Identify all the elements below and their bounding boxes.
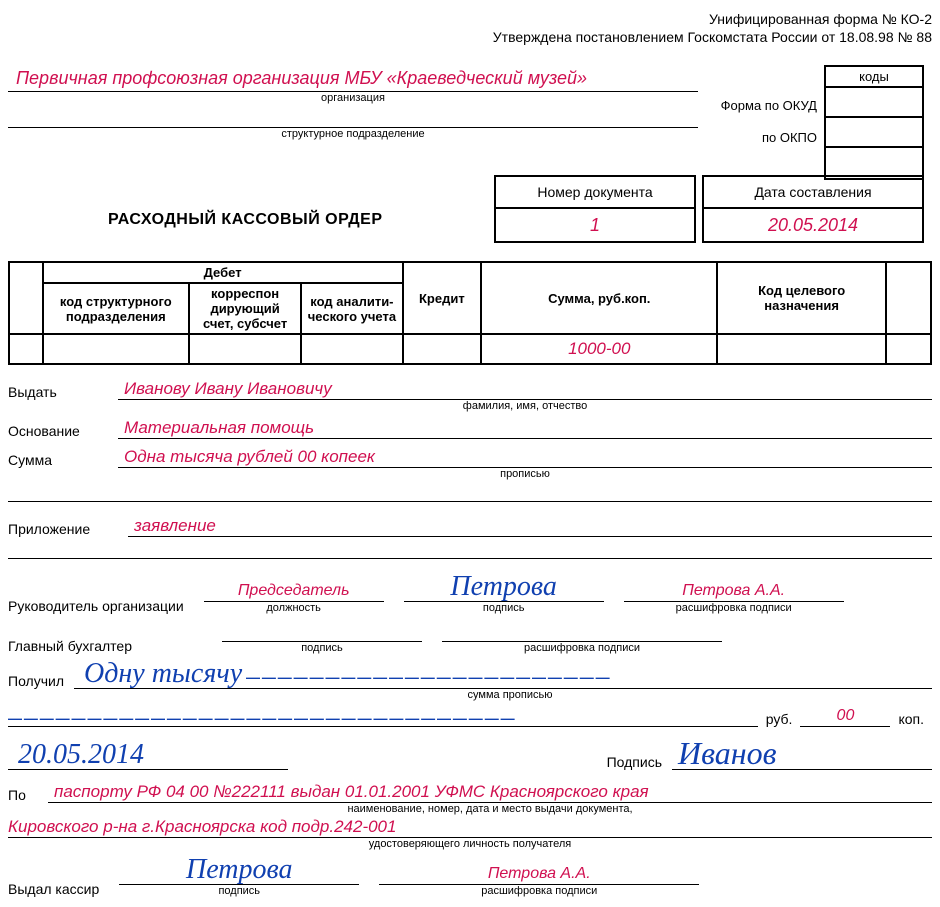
acc-sign-caption: подпись	[222, 642, 422, 654]
head-decr-caption: расшифровка подписи	[624, 602, 844, 614]
cell-purpose	[717, 334, 886, 364]
recv-label: Получил	[8, 673, 64, 689]
form-line1: Унифицированная форма № КО-2	[8, 10, 932, 28]
col-blank	[9, 262, 43, 334]
codes-box: коды	[824, 65, 924, 180]
okud-label: Форма по ОКУД	[721, 98, 817, 113]
doc-date-table: Дата составления 20.05.2014	[702, 175, 924, 243]
kop-value: 00	[837, 707, 855, 726]
recv-caption: сумма прописью	[88, 689, 932, 701]
issue-caption: фамилия, имя, отчество	[118, 400, 932, 412]
org-caption: организация	[8, 92, 698, 104]
org-name: Первичная профсоюзная организация МБУ «К…	[8, 68, 698, 92]
attach-label: Приложение	[8, 521, 118, 537]
cell-struct	[43, 334, 189, 364]
okpo-label: по ОКПО	[762, 130, 817, 145]
issue-value: Иванову Ивану Ивановичу	[118, 379, 332, 399]
head-position-caption: должность	[204, 602, 384, 614]
basis-value: Материальная помощь	[118, 418, 314, 438]
by-label: По	[8, 787, 38, 803]
sum-value: Одна тысяча рублей 00 копеек	[118, 447, 375, 467]
recv-value: Одну тысячу	[74, 658, 242, 689]
issue-label: Выдать	[8, 384, 108, 400]
col-struct: код структурного подразделения	[43, 283, 189, 334]
cell-blank	[9, 334, 43, 364]
cell-sum: 1000-00	[481, 334, 717, 364]
okud-cell	[826, 88, 922, 118]
head-sign-caption: подпись	[404, 602, 604, 614]
num-header: Номер документа	[495, 176, 695, 208]
head-label: Руководитель организации	[8, 598, 184, 614]
kop-label: коп.	[890, 711, 932, 727]
cashier-label: Выдал кассир	[8, 881, 99, 897]
col-anal: код аналити- ческого учета	[301, 283, 402, 334]
doc-number: 1	[495, 208, 695, 242]
by-value1: паспорту РФ 04 00 №222111 выдан 01.01.20…	[48, 782, 649, 802]
head-decr: Петрова А.А.	[682, 582, 785, 601]
rub-label: руб.	[758, 711, 801, 727]
head-sign: Петрова	[450, 571, 556, 602]
cell-corr	[189, 334, 301, 364]
col-empty	[886, 262, 931, 334]
col-sum: Сумма, руб.коп.	[481, 262, 717, 334]
cell-credit	[403, 334, 482, 364]
blank-line-1	[8, 484, 932, 502]
acc-decr-caption: расшифровка подписи	[442, 642, 722, 654]
col-purpose: Код целевого назначения	[717, 262, 886, 334]
okpo-cell	[826, 118, 922, 148]
col-debit: Дебет	[43, 262, 403, 283]
col-corr: корреспон дирующий счет, субсчет	[189, 283, 301, 334]
cell-anal	[301, 334, 402, 364]
by-caption: наименование, номер, дата и место выдачи…	[48, 803, 932, 815]
recv-date: 20.05.2014	[8, 739, 144, 770]
acc-label: Главный бухгалтер	[8, 638, 132, 654]
by-caption2: удостоверяющего личность получателя	[8, 838, 932, 850]
cell-empty	[886, 334, 931, 364]
dash-fill-2: — — — — — — — — — — — — — — — — — — — — …	[8, 710, 758, 727]
recv-sign: Иванов	[672, 735, 777, 771]
codes-title: коды	[826, 67, 922, 88]
doc-date: 20.05.2014	[703, 208, 923, 242]
sign-label: Подпись	[607, 754, 662, 770]
col-credit: Кредит	[403, 262, 482, 334]
doc-number-table: Номер документа 1	[494, 175, 696, 243]
cashier-sign-caption: подпись	[119, 885, 359, 897]
cashier-sign: Петрова	[186, 854, 292, 885]
by-value2: Кировского р-на г.Красноярска код подр.2…	[8, 817, 396, 837]
head-position: Председатель	[238, 582, 350, 601]
sum-label: Сумма	[8, 452, 108, 468]
dash-fill-1: — — — — — — — — — — — — — — — — — — — — …	[246, 669, 609, 685]
blank-line-2	[8, 541, 932, 559]
struct-caption: структурное подразделение	[8, 128, 698, 140]
doc-title: РАСХОДНЫЙ КАССОВЫЙ ОРДЕР	[8, 211, 488, 243]
sum-caption: прописью	[118, 468, 932, 480]
cashier-decr: Петрова А.А.	[488, 865, 591, 884]
form-line2: Утверждена постановлением Госкомстата Ро…	[8, 28, 932, 46]
basis-label: Основание	[8, 423, 108, 439]
attach-value: заявление	[128, 516, 216, 536]
extra-cell	[826, 148, 922, 178]
cashier-decr-caption: расшифровка подписи	[379, 885, 699, 897]
main-table: Дебет Кредит Сумма, руб.коп. Код целевог…	[8, 261, 932, 365]
date-header: Дата составления	[703, 176, 923, 208]
struct-line	[8, 106, 698, 128]
